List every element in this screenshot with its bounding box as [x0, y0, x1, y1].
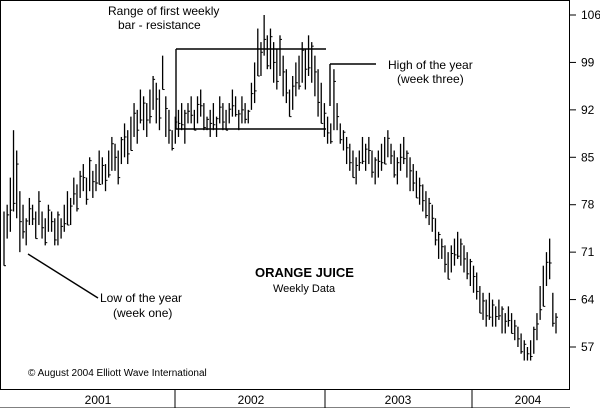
- y-tick-label: 92: [581, 103, 595, 117]
- y-tick-label: 64: [581, 293, 595, 307]
- y-tick-label: 99: [581, 55, 595, 69]
- y-tick-label: 106: [581, 8, 600, 22]
- plot-frame: [0, 0, 570, 390]
- y-tick-label: 85: [581, 150, 595, 164]
- x-axis: 2001 2002 2003 2004: [85, 390, 542, 408]
- range-label-line1: Range of first weekly: [108, 4, 219, 18]
- y-tick-label: 57: [581, 340, 595, 354]
- y-axis: 57 64 71 78 85 92 99 106: [570, 8, 600, 354]
- high-label-line2: (week three): [397, 72, 464, 86]
- chart-subtitle: Weekly Data: [273, 283, 336, 295]
- high-label-line1: High of the year: [388, 58, 473, 72]
- x-tick-label: 2003: [385, 393, 412, 407]
- price-bars: [3, 15, 558, 361]
- y-tick-label: 78: [581, 198, 595, 212]
- low-label-line1: Low of the year: [100, 291, 182, 305]
- annotation-lines: [27, 48, 376, 299]
- chart-title: ORANGE JUICE: [255, 265, 354, 280]
- low-label-line2: (week one): [113, 306, 172, 320]
- y-tick-label: 71: [581, 245, 595, 259]
- copyright-text: © August 2004 Elliott Wave International: [28, 368, 207, 379]
- range-label-line2: bar - resistance: [118, 18, 201, 32]
- low-of-year-pointer: [27, 253, 99, 299]
- x-tick-label: 2001: [85, 393, 112, 407]
- x-tick-label: 2002: [238, 393, 265, 407]
- x-tick-label: 2004: [515, 393, 542, 407]
